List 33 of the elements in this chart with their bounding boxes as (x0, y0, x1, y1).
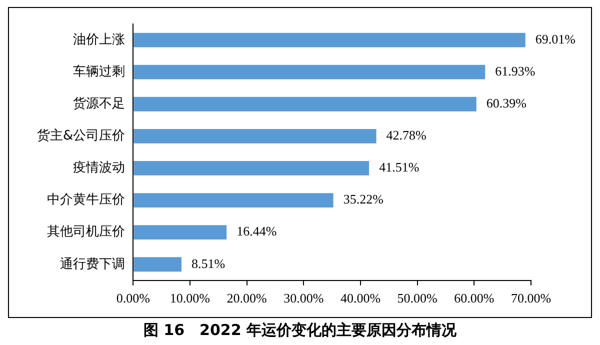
y-tick-label: 车辆过剩 (73, 64, 126, 80)
x-tick-label: 0.00% (116, 290, 150, 306)
y-tick-label: 通行费下调 (60, 256, 126, 272)
x-tick-label: 20.00% (226, 290, 268, 306)
x-tick-label: 50.00% (397, 290, 438, 306)
data-label: 60.39% (486, 96, 527, 111)
bar (134, 161, 370, 176)
text: 图 16 2022 年运价变化的主要原因分布情况 (142, 321, 458, 340)
y-tick-label: 货主&公司压价 (36, 128, 126, 144)
y-tick-label: 中介黄牛压价 (47, 192, 126, 208)
x-tick-label: 40.00% (340, 290, 381, 306)
bar (134, 225, 227, 240)
x-tick-label: 10.00% (170, 290, 210, 306)
bar (134, 257, 182, 272)
bar (134, 128, 376, 144)
data-label: 41.51% (379, 160, 420, 175)
data-label: 69.01% (535, 31, 576, 46)
bar (134, 193, 334, 208)
bar (134, 96, 476, 112)
y-tick-label: 其他司机压价 (47, 224, 126, 240)
bar (134, 32, 526, 48)
data-label: 8.51% (192, 256, 226, 271)
data-label: 35.22% (343, 192, 384, 207)
y-tick-label: 疫情波动 (73, 160, 126, 176)
y-tick-label: 油价上涨 (73, 32, 126, 48)
x-tick-label: 60.00% (454, 290, 494, 306)
data-label: 16.44% (236, 224, 277, 239)
x-tick-label: 30.00% (284, 290, 324, 306)
data-label: 61.93% (495, 63, 536, 78)
bar (134, 64, 486, 80)
y-tick-label: 货源不足 (73, 96, 126, 112)
x-tick-label: 70.00% (510, 290, 552, 306)
data-label: 42.78% (386, 128, 427, 143)
